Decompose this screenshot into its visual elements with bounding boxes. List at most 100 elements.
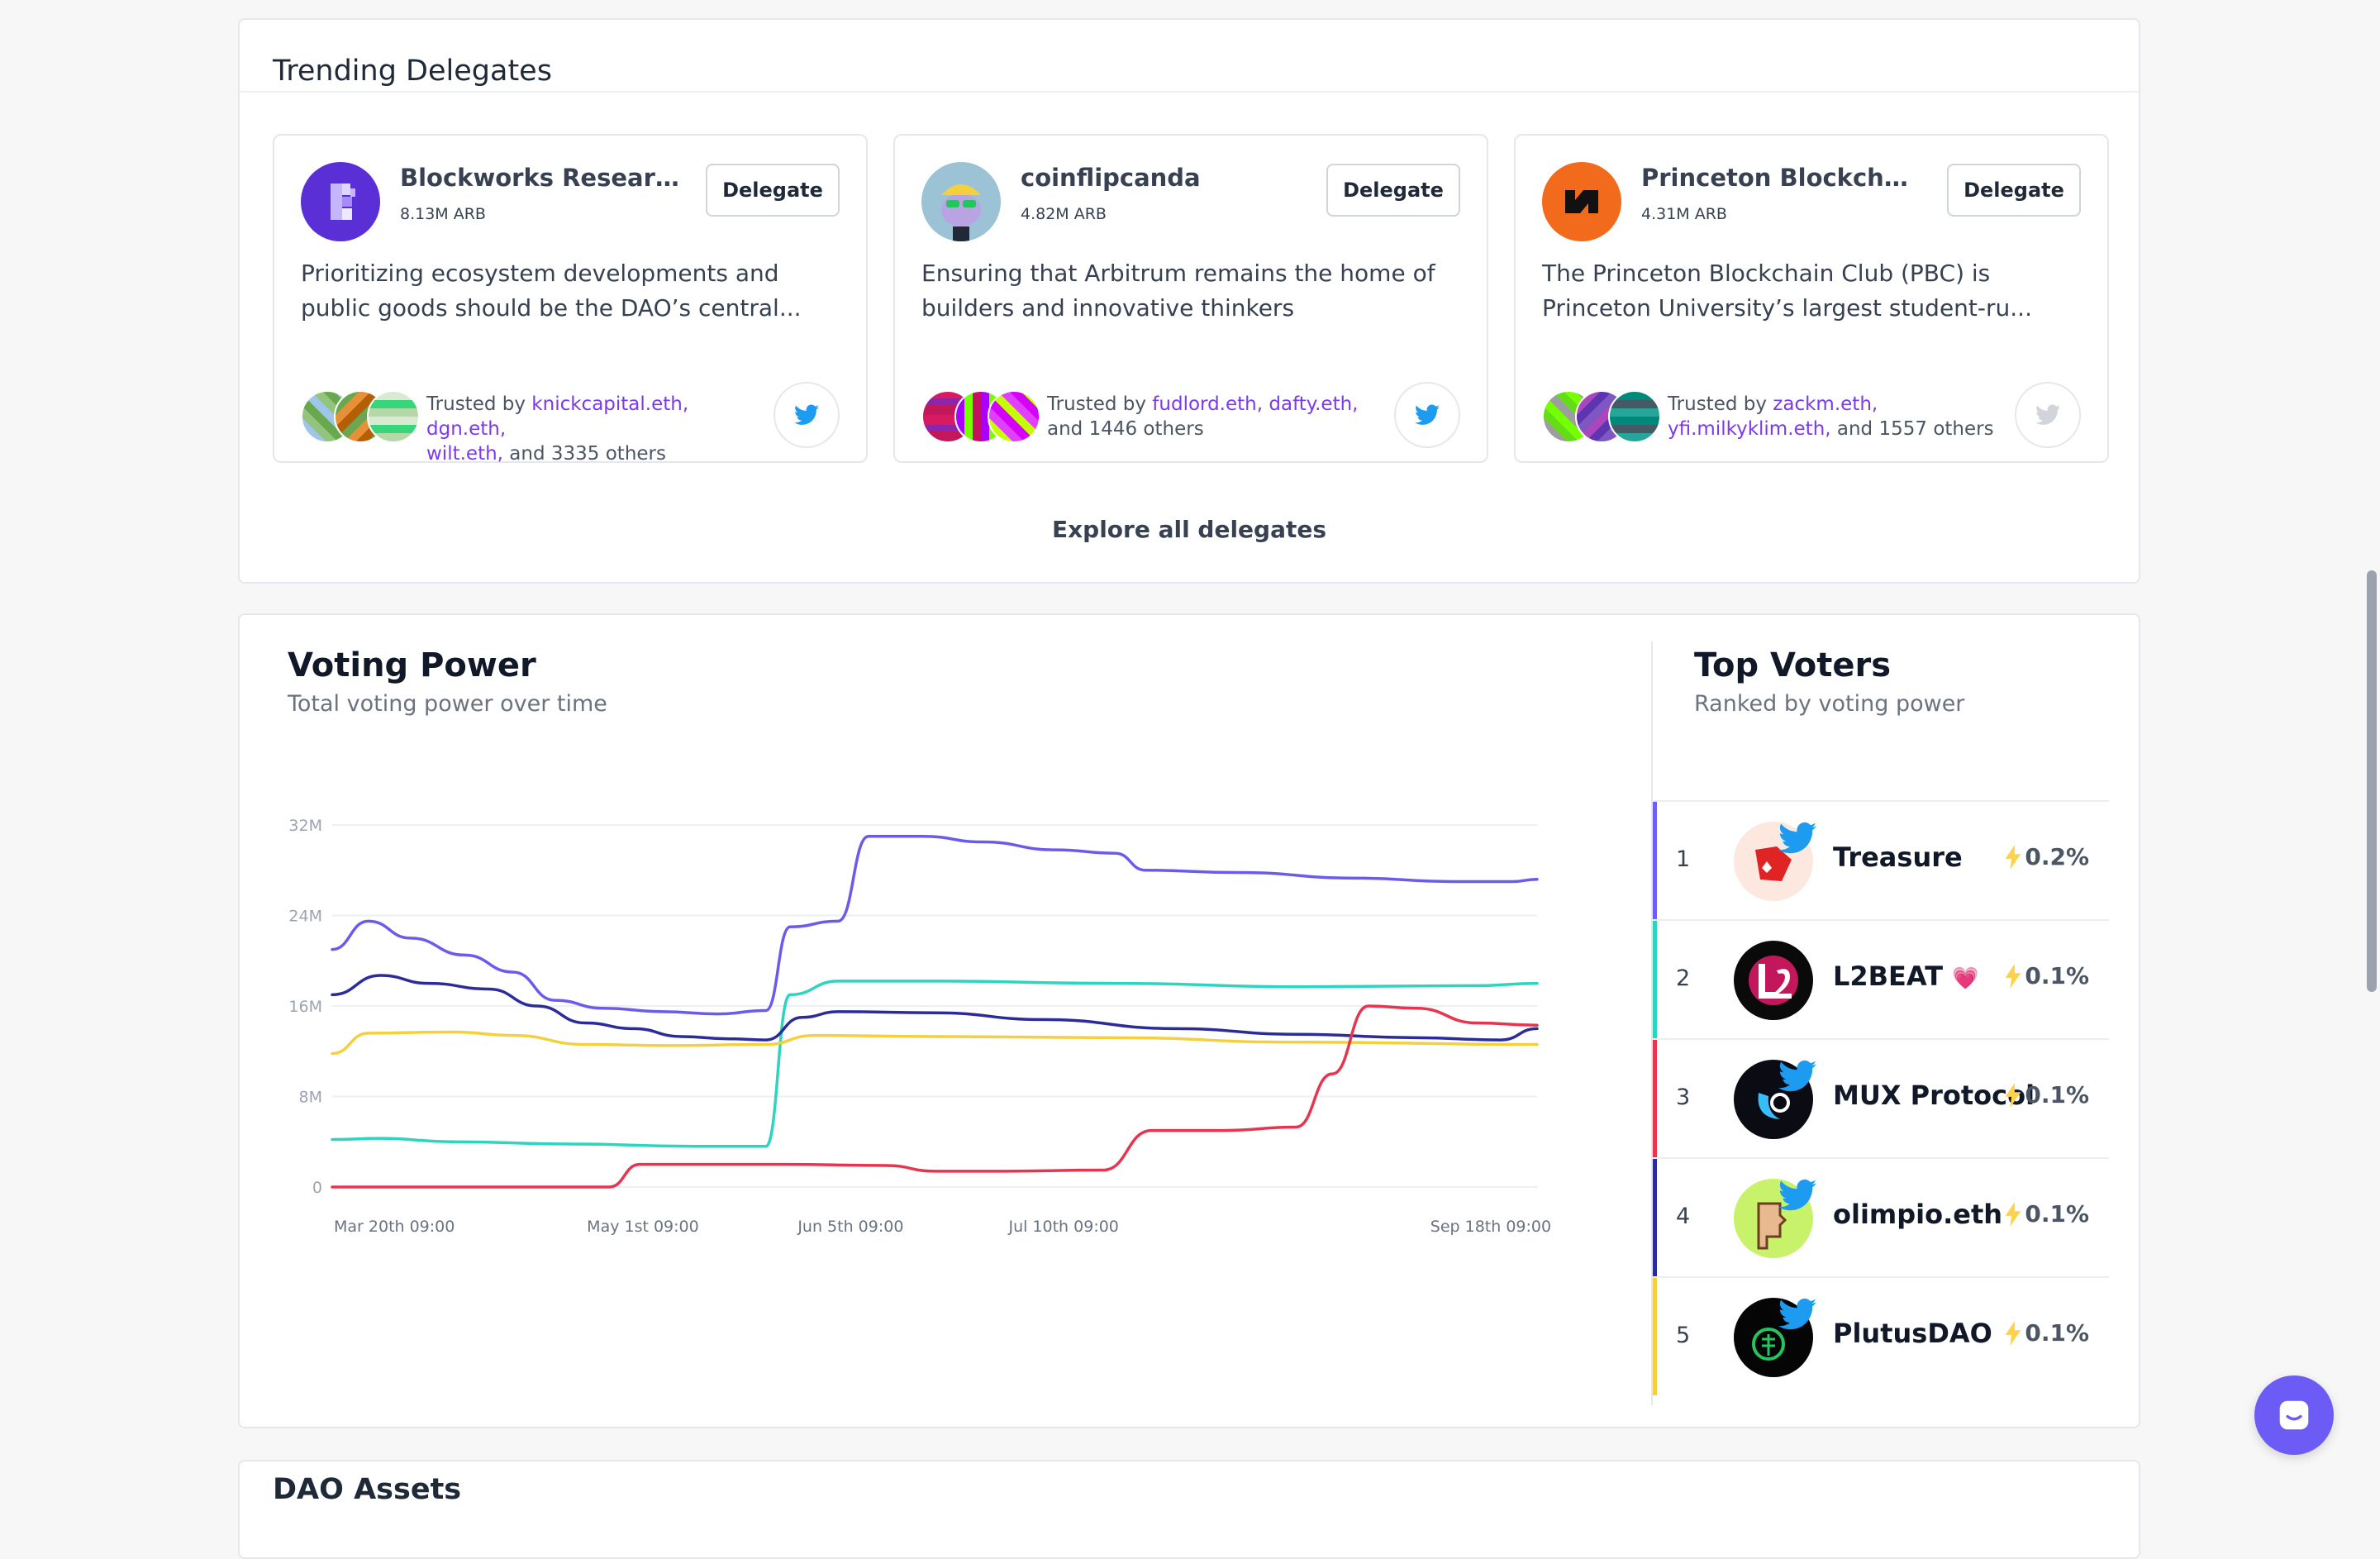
y-tick-label: 8M	[299, 1089, 322, 1107]
series-line-2	[331, 980, 1539, 1148]
mux-logo-icon	[1734, 1060, 1813, 1139]
blockworks-logo-icon	[301, 162, 380, 241]
voting-power-subtitle: Total voting power over time	[288, 691, 607, 717]
lightning-icon	[2005, 844, 2021, 870]
series-line-3	[331, 974, 1539, 1042]
voter-avatar	[1734, 1179, 1816, 1258]
delegate-bio: The Princeton Blockchain Club (PBC) is P…	[1542, 260, 2032, 322]
top-voter-row[interactable]: 5 PlutusDAO 0.1%	[1653, 1276, 2109, 1395]
trusted-by-text: Trusted by zackm.eth, yfi.milkyklim.eth, …	[1668, 393, 1994, 440]
trusted-by-avatars	[301, 390, 420, 443]
delegate-bio: Prioritizing ecosystem developments and …	[301, 260, 802, 322]
princeton-logo-icon	[1542, 162, 1621, 241]
lightning-icon	[2005, 1082, 2021, 1108]
voter-avatar	[1734, 1298, 1816, 1377]
lightning-icon	[2005, 1201, 2021, 1227]
y-tick-label: 32M	[288, 817, 322, 835]
delegate-name[interactable]: coinflipcanda	[1021, 164, 1201, 192]
delegate-button[interactable]: Delegate	[1947, 164, 2081, 217]
lightning-icon	[2005, 963, 2021, 989]
scrollbar-thumb[interactable]	[2367, 570, 2377, 992]
top-voters-list: 1 Treasure 0.2%	[1653, 800, 2109, 1395]
voting-power-chart: 0 8M 16M 24M 32M Mar 20th 09:00 May 1st 09:00 J…	[288, 817, 1551, 1236]
voter-percentage: 0.1%	[2005, 1081, 2089, 1108]
divider	[240, 91, 2139, 93]
x-tick-label: Jul 10th 09:00	[1007, 1218, 1118, 1236]
trusted-link[interactable]: dgn.eth,	[426, 418, 507, 440]
top-voters-title: Top Voters	[1694, 646, 1892, 684]
y-tick-label: 24M	[288, 908, 322, 926]
delegate-avatar	[301, 162, 380, 241]
top-voter-row[interactable]: 3 MUX Protocol 0.1%	[1653, 1038, 2109, 1157]
voter-color-bar	[1653, 1040, 1657, 1157]
twitter-icon	[1778, 822, 1816, 854]
delegate-card-blockworks[interactable]: Blockworks Research 8.13M ARB Delegate P…	[273, 134, 868, 465]
voter-name[interactable]: PlutusDAO	[1833, 1318, 1992, 1349]
explore-all-delegates-link[interactable]: Explore all delegates	[1051, 516, 1327, 543]
twitter-button-disabled[interactable]	[2015, 382, 2081, 448]
trusted-by-avatars	[1542, 390, 1661, 443]
twitter-icon	[794, 404, 819, 425]
dao-assets-card: DAO Assets	[238, 1460, 2140, 1559]
top-voter-row[interactable]: 2 L2BEAT 💗 0.1%	[1653, 919, 2109, 1038]
delegate-card-princeton[interactable]: Princeton Blockchain... 4.31M ARB Delega…	[1514, 134, 2109, 463]
twitter-icon	[1778, 1298, 1816, 1330]
divider	[1651, 641, 1653, 1405]
trusted-by-text: Trusted by fudlord.eth, dafty.eth, and 14…	[1047, 393, 1359, 440]
voter-color-bar	[1653, 1278, 1657, 1395]
delegate-avatar	[1542, 162, 1621, 241]
voter-percentage: 0.1%	[2005, 962, 2089, 989]
voter-rank: 2	[1676, 965, 1691, 991]
voter-name[interactable]: L2BEAT 💗	[1833, 961, 1979, 992]
trusted-link[interactable]: fudlord.eth,	[1152, 393, 1264, 415]
voter-avatar	[1734, 941, 1813, 1020]
x-tick-label: Mar 20th 09:00	[334, 1218, 455, 1236]
voter-rank: 4	[1676, 1204, 1691, 1229]
twitter-icon	[1778, 1179, 1816, 1211]
voter-name[interactable]: olimpio.eth	[1833, 1199, 2003, 1230]
voter-avatar	[1734, 1060, 1816, 1139]
trusted-link[interactable]: wilt.eth,	[426, 443, 503, 465]
voter-avatar	[1734, 822, 1816, 901]
heart-emoji: 💗	[1952, 966, 1979, 991]
delegate-bio: Ensuring that Arbitrum remains the home …	[921, 260, 1435, 322]
delegate-button[interactable]: Delegate	[706, 164, 840, 217]
delegate-name[interactable]: Princeton Blockchain...	[1641, 164, 1922, 192]
trusted-by-avatars	[921, 390, 1040, 443]
voter-name[interactable]: Treasure	[1833, 841, 1963, 873]
voter-color-bar	[1653, 802, 1657, 919]
delegate-avatar	[921, 162, 1001, 241]
twitter-icon	[1778, 1060, 1816, 1092]
delegate-button[interactable]: Delegate	[1326, 164, 1460, 217]
delegate-voting-power: 4.82M ARB	[1021, 205, 1107, 223]
voting-power-card: Voting Power Total voting power over tim…	[238, 613, 2140, 1428]
series-line-1	[331, 834, 1539, 1016]
twitter-button[interactable]	[1394, 382, 1460, 448]
twitter-icon	[2035, 404, 2060, 425]
voter-percentage: 0.2%	[2005, 843, 2089, 870]
delegate-name[interactable]: Blockworks Research	[400, 164, 681, 192]
chat-support-button[interactable]	[2254, 1375, 2334, 1455]
trending-delegates-title: Trending Delegates	[273, 55, 552, 88]
trusted-link[interactable]: dafty.eth,	[1269, 393, 1359, 415]
delegate-card-coinflipcanda[interactable]: coinflipcanda 4.82M ARB Delegate Ensurin…	[893, 134, 1488, 463]
top-voter-row[interactable]: 4 olimpio.eth 0.1%	[1653, 1157, 2109, 1276]
y-tick-label: 0	[312, 1179, 322, 1197]
dao-assets-title: DAO Assets	[273, 1473, 462, 1506]
voter-color-bar	[1653, 921, 1657, 1038]
voter-percentage: 0.1%	[2005, 1200, 2089, 1228]
trusted-link[interactable]: knickcapital.eth,	[531, 393, 689, 415]
x-tick-label: Jun 5th 09:00	[797, 1218, 903, 1236]
voter-color-bar	[1653, 1159, 1657, 1276]
voter-name[interactable]: MUX Protocol	[1833, 1080, 2035, 1111]
top-voter-row[interactable]: 1 Treasure 0.2%	[1653, 800, 2109, 919]
trusted-link[interactable]: yfi.milkyklim.eth,	[1668, 418, 1831, 440]
coinflipcanda-avatar-icon	[921, 162, 1001, 241]
chat-icon	[2279, 1400, 2309, 1430]
x-tick-label: May 1st 09:00	[587, 1218, 699, 1236]
trusted-link[interactable]: zackm.eth,	[1773, 393, 1878, 415]
delegate-voting-power: 8.13M ARB	[400, 205, 486, 223]
l2beat-logo-icon	[1734, 941, 1813, 1020]
trusted-by-text: Trusted by knickcapital.eth, dgn.eth, wil…	[426, 393, 689, 465]
twitter-button[interactable]	[774, 382, 840, 448]
